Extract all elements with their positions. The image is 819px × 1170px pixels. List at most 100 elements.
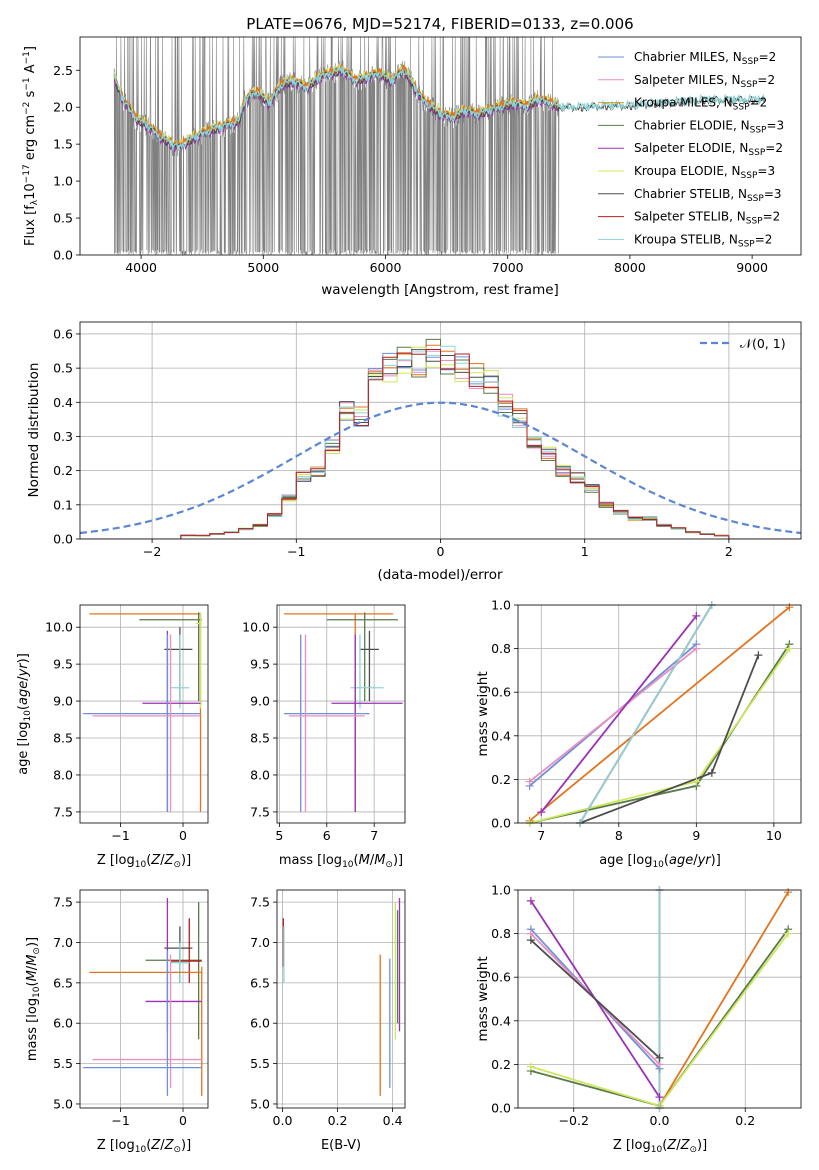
label-part: )] <box>181 853 191 868</box>
massweight-age-xlabel: age [log10(age/yr)] <box>599 853 721 870</box>
label-part: −1 <box>22 77 32 90</box>
spectrum-ytick-label: 1.5 <box>53 137 73 152</box>
residuals-panel: −2 −1 0 1 2 0.0 0.1 0.2 0.3 0.4 0.5 0.6 𝒩(0, 1) (data… <box>26 321 802 583</box>
mass-Z-panel: −1 0 5.0 5.5 6.0 6.5 7.0 7.5 Z [log10(Z/Z⊙)] mass… <box>25 889 209 1155</box>
residuals-xtick-label: 2 <box>725 544 733 559</box>
label-subscript: SSP <box>742 57 759 67</box>
label-part: M <box>25 955 40 966</box>
histogram-step <box>80 345 801 539</box>
label-subscript: SSP <box>750 125 767 135</box>
massweight-age-ytick-label: 0.0 <box>491 816 511 831</box>
legend-tail: =2 <box>750 96 768 110</box>
massweight-age-ytick-label: 0.2 <box>491 772 511 787</box>
label-subscript: 10 <box>32 986 42 998</box>
spectrum-ytick-label: 2.5 <box>53 63 73 78</box>
massweight-Z-ytick-label: 0.6 <box>491 970 511 985</box>
massweight-age-ytick-label: 0.4 <box>491 728 511 743</box>
massweight-age-ytick-label: 0.6 <box>491 685 511 700</box>
weight-series-line <box>530 939 661 1059</box>
residuals-xtick-label: −1 <box>287 544 305 559</box>
label-part: Z <box>164 853 175 868</box>
weight-point-marker <box>784 888 793 897</box>
spectrum-xtick-label: 5000 <box>247 260 279 275</box>
residuals-ytick-label: 0.2 <box>53 463 73 478</box>
label-part: −1 <box>22 51 32 64</box>
label-part: M <box>374 853 385 868</box>
spectrum-plot-area <box>113 37 765 255</box>
residuals-xlabel: (data-model)/error <box>377 567 503 583</box>
spectrum-ytick-label: 1.0 <box>53 174 73 189</box>
label-part: )] <box>697 1138 707 1153</box>
age-Z-frame <box>79 604 209 824</box>
mass-ebv-xtick-label: 0.0 <box>273 1113 293 1128</box>
weight-series-line <box>529 606 790 822</box>
age-Z-xlabel: Z [log10(Z/Z⊙)] <box>97 853 191 870</box>
label-part: ( <box>146 1138 151 1153</box>
label-part: / <box>160 853 165 868</box>
label-subscript: SSP <box>746 217 763 227</box>
observed-spectrum <box>113 37 560 255</box>
age-mass-frame <box>276 604 406 824</box>
age-mass-plot-area <box>277 605 405 823</box>
age-mass-xtick-label: 7 <box>370 828 378 843</box>
label-subscript: λ <box>30 199 40 205</box>
massweight-age-xtick-label: 9 <box>692 828 700 843</box>
label-part: erg cm <box>23 115 38 164</box>
mass-ebv-ytick-label: 6.5 <box>250 975 270 990</box>
label-subscript: 10 <box>135 1145 147 1155</box>
label-part: ( <box>664 853 669 868</box>
legend-tail: =3 <box>764 187 782 201</box>
legend-tail: =3 <box>757 164 775 178</box>
label-part: yr <box>16 662 31 678</box>
label-part: ( <box>146 853 151 868</box>
label-subscript: SSP <box>741 171 758 181</box>
mass-Z-xtick-label: −1 <box>111 1113 129 1128</box>
age-Z-ytick-label: 8.0 <box>53 767 73 782</box>
mass-ebv-ytick-label: 7.0 <box>250 935 270 950</box>
mass-ebv-ytick-label: 7.5 <box>250 895 270 910</box>
legend-normal-label: 𝒩(0, 1) <box>740 336 786 351</box>
mass-Z-ytick-label: 7.0 <box>53 935 73 950</box>
label-subscript: SSP <box>747 194 764 204</box>
label-part: 10 <box>23 183 38 200</box>
weight-point-marker <box>784 929 793 938</box>
residuals-xtick-label: −2 <box>143 544 161 559</box>
legend-entry: Chabrier STELIB, NSSP=3 <box>634 187 782 204</box>
age-mass-panel: 5 6 7 7.5 8.0 8.5 9.0 9.5 10.0 mass [log10(M/M⊙)] <box>242 604 406 870</box>
model-spectrum-line <box>113 66 765 152</box>
mass-ebv-xtick-label: 0.4 <box>383 1113 403 1128</box>
weight-point-marker <box>537 808 546 817</box>
massweight-Z-frame <box>517 889 802 1109</box>
mass-Z-xlabel: Z [log10(Z/Z⊙)] <box>97 1138 191 1155</box>
weight-point-marker <box>692 611 701 620</box>
mass-Z-plot-area <box>80 890 208 1108</box>
mass-ebv-xtick-label: 0.2 <box>328 1113 348 1128</box>
spectrum-panel: 4000 5000 6000 7000 8000 9000 0.0 0.5 1.0 1.5 2.0 2… <box>22 36 802 298</box>
weight-point-marker <box>526 1062 535 1071</box>
age-mass-xtick-label: 6 <box>323 828 331 843</box>
weight-point-marker <box>525 777 534 786</box>
massweight-age-ylabel: mass weight <box>475 671 491 756</box>
mass-ebv-ytick-label: 6.0 <box>250 1016 270 1031</box>
label-subscript: 10 <box>135 860 147 870</box>
weight-point-marker <box>692 644 701 653</box>
label-part: ] <box>23 46 38 51</box>
massweight-Z-xtick-label: −0.2 <box>559 1113 589 1128</box>
label-part: Z <box>666 1138 677 1153</box>
weight-point-marker <box>754 651 763 660</box>
label-part: Z <box>150 853 161 868</box>
residuals-ytick-label: 0.4 <box>53 395 73 410</box>
spectrum-ylabel: Flux [fλ10−17 erg cm−2 s−1 A−1] <box>22 46 40 246</box>
label-subscript: 10 <box>651 1145 663 1155</box>
residuals-plot-area <box>80 322 801 539</box>
label-part: / <box>676 1138 681 1153</box>
legend-tail: =2 <box>757 73 775 87</box>
figure-title: PLATE=0676, MJD=52174, FIBERID=0133, z=0… <box>246 15 633 33</box>
age-mass-ytick-label: 8.0 <box>250 767 270 782</box>
age-mass-ytick-label: 8.5 <box>250 731 270 746</box>
weight-point-marker <box>707 768 716 777</box>
residuals-ytick-label: 0.0 <box>53 532 73 547</box>
age-Z-ytick-label: 9.5 <box>53 657 73 672</box>
residuals-frame <box>79 321 802 540</box>
legend-entry: Salpeter MILES, NSSP=2 <box>634 73 775 90</box>
